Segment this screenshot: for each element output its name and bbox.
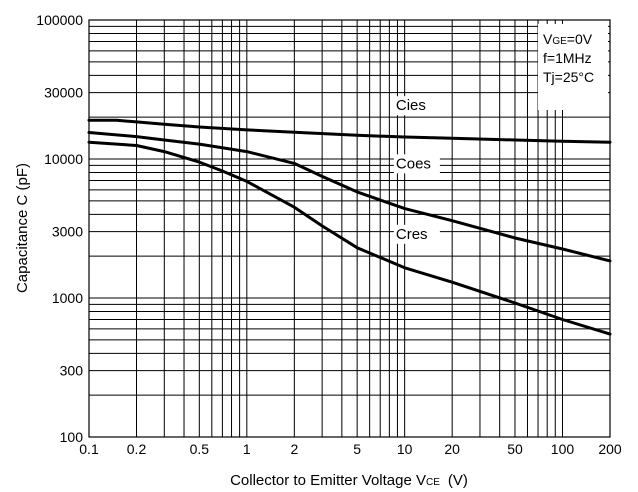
y-tick-label: 1000 [52,290,83,306]
series-label-cies: Cies [396,97,426,114]
x-tick-label: 5 [353,441,361,457]
series-line-cres [87,140,612,336]
series-label-background [393,224,440,244]
conditions-box: VGE=0V f=1MHz Tj=25°C [538,24,608,110]
x-tick-label: 1 [243,441,251,457]
condition-vge: VGE=0V [543,31,593,47]
series-label-cres: Cres [396,226,428,243]
tick-labels: 0.1 0.2 0.5 1 2 5 10 20 50 100 200 100 300 1000 3000 10… [36,12,622,457]
y-tick-label: 10000 [44,151,83,167]
y-tick-label: 100000 [36,12,83,28]
x-tick-label: 0.5 [190,441,210,457]
condition-temperature: Tj=25°C [543,69,594,85]
y-tick-label: 100 [60,429,84,445]
condition-frequency: f=1MHz [543,50,592,66]
x-tick-label: 0.1 [79,441,99,457]
series-lines [87,118,612,336]
x-tick-label: 100 [551,441,575,457]
series-line-cies [87,118,612,144]
plot-frame [88,19,611,438]
x-tick-label: 200 [598,441,622,457]
series-label-coes: Coes [396,155,431,172]
y-tick-label: 300 [60,363,84,379]
x-tick-label: 20 [444,441,460,457]
x-tick-label: 0.2 [127,441,147,457]
series-label-background [393,96,440,116]
x-tick-label: 2 [290,441,298,457]
series-labels: Cies Coes Cres [393,96,440,244]
series-label-background [393,154,440,174]
y-tick-label: 30000 [44,85,83,101]
plot-grid [88,19,611,438]
x-tick-label: 10 [397,441,413,457]
x-axis-label: Collector to Emitter Voltage VCE (V) [230,472,468,489]
y-tick-label: 3000 [52,224,83,240]
x-tick-label: 50 [507,441,523,457]
series-line-coes [87,131,612,263]
y-axis-label: Capacitance C (pF) [14,163,31,293]
